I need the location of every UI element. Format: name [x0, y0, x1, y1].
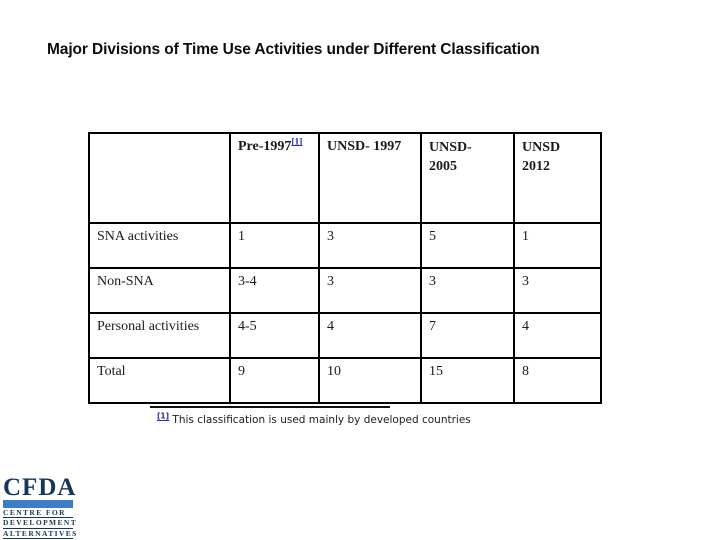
- cell-value: 3: [318, 222, 422, 269]
- cell-value: 3: [420, 267, 515, 314]
- row-label: Non-SNA: [88, 267, 231, 314]
- classification-table-wrap: Pre-1997[1] UNSD- 1997 UNSD- 2005 UNSD 2…: [88, 132, 602, 404]
- table-row-non-sna: Non-SNA 3-4 3 3 3: [88, 267, 602, 314]
- corner-cell: [88, 132, 231, 224]
- cell-value: 7: [420, 312, 515, 359]
- cell-value: 8: [513, 357, 602, 404]
- cell-value: 3-4: [229, 267, 320, 314]
- cell-value: 10: [318, 357, 422, 404]
- row-label: Personal activities: [88, 312, 231, 359]
- table-row-personal: Personal activities 4-5 4 7 4: [88, 312, 602, 359]
- cell-value: 4: [513, 312, 602, 359]
- table-header-row: Pre-1997[1] UNSD- 1997 UNSD- 2005 UNSD 2…: [88, 132, 602, 224]
- cell-value: 1: [229, 222, 320, 269]
- column-header-unsd-2005: UNSD- 2005: [420, 132, 515, 224]
- footnote-marker-link[interactable]: [1]: [157, 411, 170, 421]
- cell-value: 5: [420, 222, 515, 269]
- cell-value: 3: [513, 267, 602, 314]
- logo-acronym: CFDA: [3, 474, 77, 501]
- classification-table: Pre-1997[1] UNSD- 1997 UNSD- 2005 UNSD 2…: [88, 132, 602, 404]
- page-title: Major Divisions of Time Use Activities u…: [47, 41, 540, 58]
- cell-value: 4: [318, 312, 422, 359]
- logo-line-development: DEVELOPMENT: [3, 518, 78, 529]
- cell-value: 4-5: [229, 312, 320, 359]
- cell-value: 1: [513, 222, 602, 269]
- cfda-logo: CFDA CENTRE FOR DEVELOPMENT ALTERNATIVES: [3, 474, 78, 539]
- cell-value: 3: [318, 267, 422, 314]
- cell-value: 9: [229, 357, 320, 404]
- footnote: [1] This classification is used mainly b…: [157, 411, 471, 426]
- table-row-total: Total 9 10 15 8: [88, 357, 602, 404]
- column-header-unsd-2012: UNSD 2012: [513, 132, 602, 224]
- footnote-ref-link[interactable]: [1]: [291, 137, 303, 148]
- logo-line-centre-for: CENTRE FOR: [3, 508, 73, 519]
- cell-value: 15: [420, 357, 515, 404]
- row-label: SNA activities: [88, 222, 231, 269]
- logo-bar: [3, 500, 73, 508]
- row-label: Total: [88, 357, 231, 404]
- column-header-unsd-1997: UNSD- 1997: [318, 132, 422, 224]
- footnote-divider: [150, 406, 390, 408]
- footnote-text: This classification is used mainly by de…: [169, 414, 471, 426]
- column-header-pre-1997: Pre-1997[1]: [229, 132, 320, 224]
- logo-line-alternatives: ALTERNATIVES: [3, 528, 78, 539]
- column-header-label: Pre-1997: [238, 139, 292, 154]
- table-row-sna: SNA activities 1 3 5 1: [88, 222, 602, 269]
